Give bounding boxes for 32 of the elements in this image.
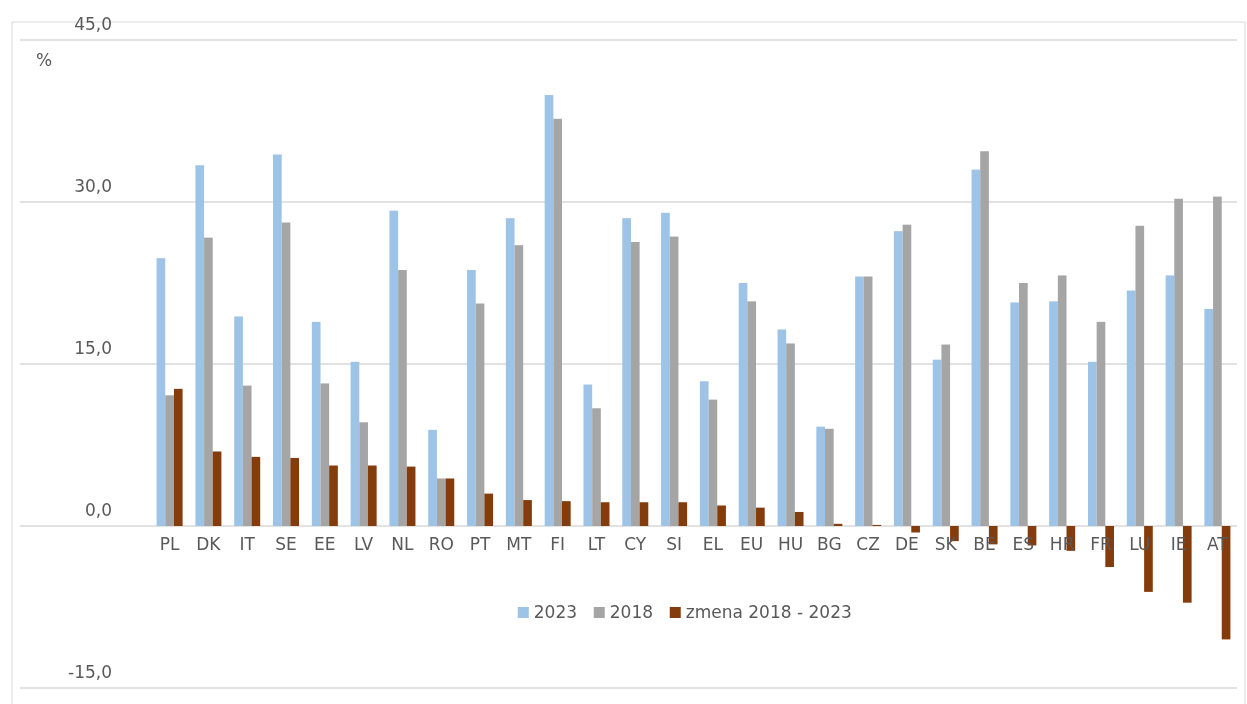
y-tick-label: 45,0: [74, 13, 112, 34]
x-tick-label: EU: [740, 534, 764, 554]
x-tick-label: FI: [550, 534, 566, 554]
legend-label: 2023: [533, 602, 578, 622]
y-tick-label: 15,0: [74, 337, 112, 358]
x-tick-label: PL: [159, 534, 180, 554]
x-tick-label: NL: [391, 534, 415, 554]
x-tick-label: SE: [275, 534, 297, 554]
x-tick-label: IT: [239, 534, 256, 554]
x-tick-label: LT: [587, 534, 606, 554]
x-tick-label: ES: [1012, 534, 1035, 554]
x-tick-label: BE: [973, 534, 996, 554]
x-tick-label: CY: [624, 534, 647, 554]
y-tick-label: -15,0: [68, 661, 112, 682]
x-tick-label: DE: [895, 534, 919, 554]
legend-label: 2018: [609, 602, 654, 622]
x-tick-label: CZ: [856, 534, 880, 554]
legend-label: zmena 2018 - 2023: [685, 602, 852, 622]
x-tick-label: EE: [314, 534, 336, 554]
x-tick-label: PT: [469, 534, 491, 554]
y-tick-label: 0,0: [84, 499, 112, 520]
x-tick-label: LV: [354, 534, 374, 554]
y-axis-title: %: [35, 50, 53, 70]
x-tick-label: BG: [817, 534, 842, 554]
x-tick-label: EL: [702, 534, 724, 554]
x-tick-label: HU: [777, 534, 804, 554]
x-tick-label: RO: [428, 534, 454, 554]
x-tick-label: SK: [934, 534, 958, 554]
x-tick-label: DK: [196, 534, 222, 554]
x-tick-label: MT: [506, 534, 532, 554]
x-tick-label: SI: [666, 534, 682, 554]
y-tick-label: 30,0: [74, 175, 112, 196]
